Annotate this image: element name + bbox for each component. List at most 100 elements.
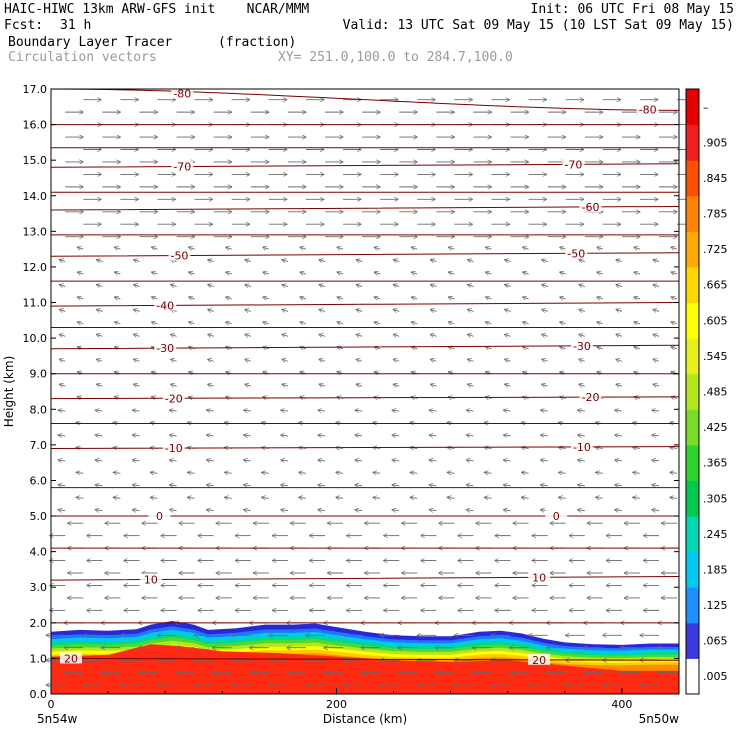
circulation-vector — [114, 272, 121, 274]
circulation-vector — [448, 322, 455, 324]
circulation-vector — [634, 297, 641, 299]
circulation-vector — [187, 472, 195, 473]
circulation-vector — [114, 297, 121, 299]
plot-frame — [50, 88, 680, 695]
contour-label-bg — [636, 103, 659, 115]
circulation-vector — [262, 497, 269, 498]
y-tick-label: 17.0 — [23, 83, 48, 96]
circulation-vector — [503, 510, 511, 511]
circulation-vector — [208, 309, 214, 311]
circulation-vector — [430, 309, 437, 311]
circulation-vector — [560, 272, 566, 274]
circulation-vector — [133, 285, 140, 287]
circulation-vector — [171, 359, 177, 361]
circulation-vector — [299, 472, 306, 473]
colorbar-label: .305 — [703, 492, 728, 505]
circulation-vector — [133, 384, 140, 386]
circulation-vector — [189, 247, 195, 249]
circulation-vector — [281, 460, 288, 461]
circulation-vector — [615, 410, 622, 411]
x-tick-label: 400 — [611, 698, 632, 711]
circulation-vector — [77, 247, 84, 249]
circulation-vector — [132, 410, 140, 411]
circulation-vector — [300, 247, 307, 249]
circulation-vector — [634, 322, 641, 324]
circulation-vector — [392, 435, 400, 436]
x-axis-label: Distance (km) — [323, 712, 407, 726]
circulation-vector — [151, 297, 158, 299]
circulation-vector — [560, 247, 566, 249]
circulation-vector — [189, 322, 195, 324]
circulation-vector — [542, 334, 548, 336]
isotherm-line — [50, 252, 680, 257]
circulation-vector — [579, 384, 585, 386]
circulation-vector — [634, 272, 641, 274]
circulation-vector — [59, 359, 66, 361]
isotherm-line — [50, 302, 680, 307]
right-endpoint-label: 5n50w — [639, 712, 680, 726]
circulation-vector — [671, 347, 678, 349]
circulation-vector — [653, 309, 660, 311]
circulation-vector — [558, 472, 566, 473]
circulation-vector — [671, 247, 678, 249]
circulation-vector — [114, 322, 121, 324]
circulation-vector — [653, 384, 660, 386]
circulation-vector — [521, 472, 529, 473]
circulation-vector — [318, 510, 326, 511]
y-tick-label: 4.0 — [30, 546, 48, 559]
circulation-vector — [503, 410, 511, 411]
contour-label: 0 — [553, 510, 560, 523]
y-tick-label: 12.0 — [23, 261, 48, 274]
circulation-vector — [59, 334, 66, 336]
circulation-vector — [208, 359, 214, 361]
y-tick-label: 2.0 — [30, 617, 48, 630]
circulation-vector — [392, 485, 400, 486]
circulation-vector — [208, 334, 214, 336]
circulation-vector — [95, 435, 103, 436]
left-endpoint-label: 5n54w — [37, 712, 78, 726]
circulation-vector — [523, 247, 529, 249]
circulation-vector — [245, 285, 251, 287]
contour-label: -10 — [573, 441, 591, 454]
circulation-vector — [207, 410, 214, 411]
circulation-vector — [447, 497, 455, 498]
circulation-vector — [505, 309, 511, 311]
circulation-vector — [189, 272, 195, 274]
circulation-vector — [540, 460, 548, 461]
circulation-vector — [95, 510, 103, 511]
circulation-vector — [96, 309, 103, 311]
circulation-vector — [597, 297, 603, 299]
contour-label: -80 — [639, 103, 657, 116]
circulation-vector — [503, 435, 511, 436]
circulation-vector — [523, 347, 529, 349]
circulation-vector — [374, 297, 381, 299]
contour-label-bg — [162, 392, 185, 404]
contour-label-bg — [154, 342, 177, 354]
circulation-vector — [615, 485, 622, 486]
circulation-vector — [505, 334, 511, 336]
circulation-vector — [447, 472, 455, 473]
colorbar-swatch — [686, 124, 699, 161]
contour-label: -50 — [170, 250, 188, 263]
circulation-vector — [560, 347, 566, 349]
circulation-vector — [59, 285, 66, 287]
circulation-vector — [282, 334, 289, 336]
circulation-vector — [374, 322, 381, 324]
circulation-vector — [429, 410, 437, 411]
circulation-vector — [356, 334, 363, 336]
circulation-vector — [578, 460, 585, 461]
colorbar-swatch — [686, 444, 699, 481]
circulation-vector — [485, 322, 492, 324]
circulation-vector — [95, 460, 103, 461]
circulation-vector — [560, 297, 566, 299]
circulation-vector — [187, 497, 195, 498]
circulation-vector — [207, 510, 214, 511]
contour-label: -80 — [173, 87, 191, 100]
contour-label: -50 — [567, 247, 585, 260]
circulation-vector — [521, 447, 529, 448]
circulation-vector — [597, 347, 603, 349]
contour-label: -20 — [165, 392, 183, 405]
circulation-vector — [245, 334, 251, 336]
circulation-vector — [336, 472, 344, 473]
